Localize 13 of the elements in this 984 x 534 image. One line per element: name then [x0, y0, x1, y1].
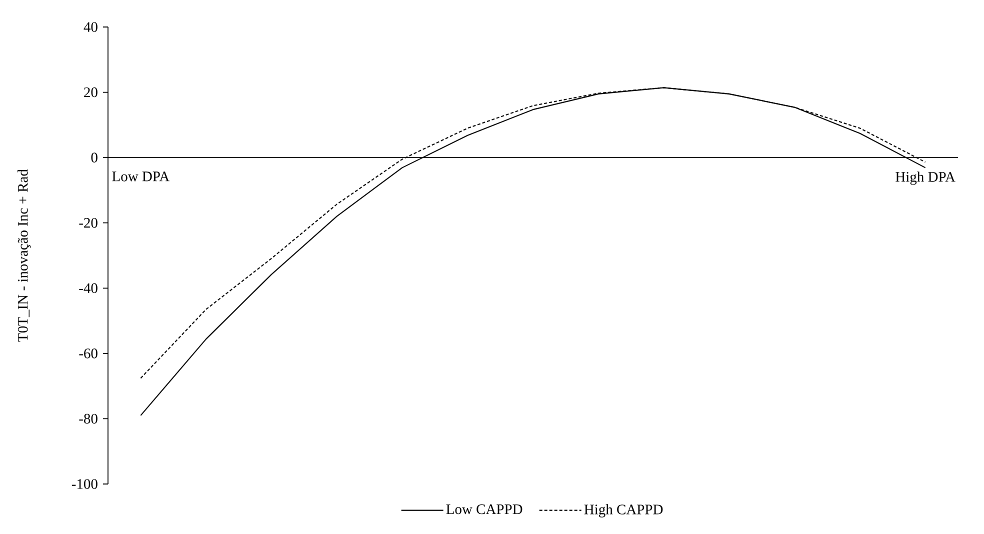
y-tick-label: -100	[72, 479, 98, 489]
y-tick-label: -40	[79, 283, 98, 294]
y-tick-label: 20	[84, 87, 98, 98]
y-tick-label: -20	[79, 218, 98, 228]
y-axis-title: T0T_IN - inovação Inc + Rad	[18, 169, 31, 342]
y-tick-label: -60	[79, 348, 98, 358]
y-tick-label: 0	[91, 152, 98, 162]
y-tick-label: -80	[79, 414, 98, 424]
y-tick-label: 40	[84, 22, 98, 32]
x-tick-label: Low DPA	[112, 172, 170, 182]
legend-label: Low CAPPD	[446, 504, 522, 514]
legend-label: High CAPPD	[584, 504, 663, 518]
x-tick-label: High DPA	[896, 172, 956, 185]
